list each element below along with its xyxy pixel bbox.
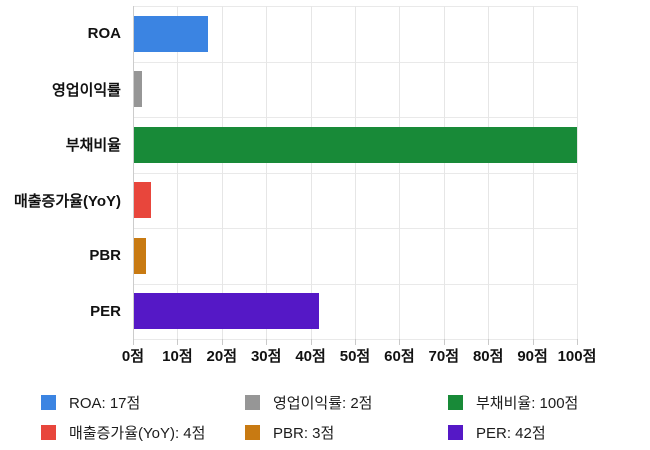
v-gridline (177, 6, 179, 339)
legend-item[interactable]: 매출증가율(YoY): 4점 (41, 422, 205, 442)
axis-tick (532, 339, 534, 345)
v-gridline (488, 6, 490, 339)
bar-매출증가율(YoY)[interactable] (134, 182, 151, 219)
legend-label: 부채비율: 100점 (476, 394, 579, 412)
axis-tick (355, 339, 356, 345)
x-tick-label: 60점 (384, 348, 415, 365)
x-tick-label: 0점 (121, 348, 145, 365)
x-tick-label: 30점 (250, 348, 282, 365)
v-gridline (310, 6, 312, 339)
legend-label: 영업이익률: 2점 (273, 394, 373, 412)
bar-PBR[interactable] (134, 237, 147, 274)
axis-tick (488, 339, 490, 345)
v-gridline (443, 6, 445, 339)
x-tick-label: 50점 (339, 348, 371, 365)
legend-swatch (41, 394, 56, 410)
legend-label: ROA: 17점 (69, 394, 141, 412)
y-axis-label: PER (90, 302, 121, 320)
legend-item[interactable]: ROA: 17점 (41, 392, 140, 412)
axis-tick (577, 339, 578, 345)
legend-item[interactable]: PBR: 3점 (245, 422, 334, 442)
axis-tick (443, 339, 445, 345)
bar-부채비율[interactable] (134, 126, 577, 163)
legend-item[interactable]: 영업이익률: 2점 (245, 392, 372, 412)
v-gridline (221, 6, 223, 339)
axis-tick (133, 339, 134, 345)
legend-swatch (41, 424, 56, 440)
x-tick-label: 100점 (557, 348, 597, 365)
legend-label: PBR: 3점 (273, 424, 335, 442)
axis-tick (310, 339, 312, 345)
x-tick-label: 20점 (206, 348, 238, 365)
x-tick-label: 90점 (517, 348, 548, 365)
x-tick-label: 40점 (295, 348, 326, 365)
x-tick-label: 10점 (162, 348, 193, 365)
legend-swatch (448, 424, 463, 440)
axis-tick (177, 339, 179, 345)
plot-area (133, 6, 578, 345)
v-gridline (266, 6, 268, 339)
v-gridline (399, 6, 401, 339)
axis-tick (399, 339, 401, 345)
y-axis-label: 매출증가율(YoY) (13, 192, 121, 210)
bar-ROA[interactable] (134, 15, 209, 52)
legend-label: PER: 42점 (476, 424, 546, 442)
v-gridline (532, 6, 534, 339)
y-axis-label: PBR (89, 247, 121, 265)
x-tick-label: 70점 (428, 348, 460, 365)
legend-swatch (448, 394, 463, 410)
legend-swatch (245, 424, 260, 440)
axis-tick (266, 339, 268, 345)
axis-tick (221, 339, 223, 345)
bar-영업이익률[interactable] (134, 71, 142, 108)
v-gridline (355, 6, 356, 339)
legend-item[interactable]: PER: 42점 (448, 422, 546, 442)
y-axis-line (133, 6, 134, 339)
bar-PER[interactable] (134, 293, 320, 330)
v-gridline (577, 6, 578, 339)
legend-swatch (245, 394, 260, 410)
y-axis-label: 부채비율 (65, 137, 121, 155)
legend-item[interactable]: 부채비율: 100점 (448, 392, 578, 412)
x-tick-label: 80점 (472, 348, 504, 365)
legend-label: 매출증가율(YoY): 4점 (69, 424, 206, 442)
y-axis-label: 영업이익률 (51, 81, 121, 99)
y-axis-label: ROA (87, 25, 121, 43)
